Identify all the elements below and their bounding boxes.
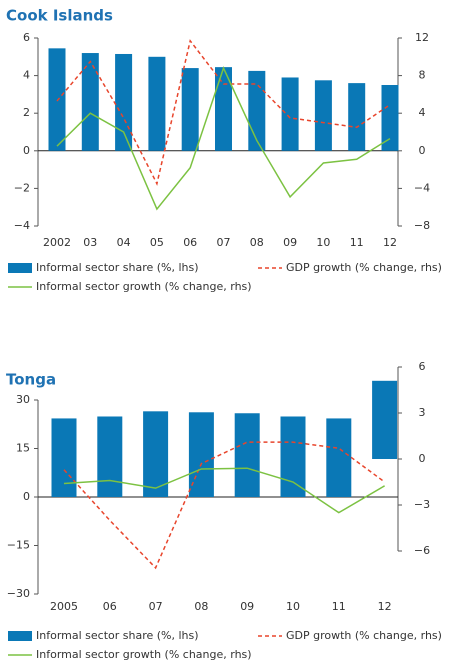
- x-tick-label: 12: [383, 236, 397, 249]
- x-tick-label: 07: [217, 236, 231, 249]
- bar: [281, 77, 299, 151]
- x-tick-label: 05: [150, 236, 164, 249]
- y2-tick-label: 0: [419, 452, 426, 465]
- y-tick-label: −30: [7, 587, 30, 600]
- y2-tick-label: −6: [414, 544, 430, 557]
- y2-tick-label: −8: [414, 219, 430, 232]
- x-tick-label: 04: [117, 236, 131, 249]
- chart-title: Tonga: [6, 371, 56, 389]
- bar: [372, 380, 398, 459]
- legend-label: Informal sector share (%, lhs): [36, 261, 199, 274]
- bar: [314, 80, 332, 151]
- line-series: [56, 39, 391, 186]
- bar: [280, 416, 306, 497]
- x-tick-label: 10: [286, 600, 300, 613]
- x-tick-label: 12: [378, 600, 392, 613]
- y2-tick-label: −4: [414, 181, 430, 194]
- legend-label: GDP growth (% change, rhs): [286, 261, 442, 274]
- chart-title: Cook Islands: [6, 7, 113, 25]
- y2-tick-label: 3: [419, 406, 426, 419]
- legend-label: Informal sector share (%, lhs): [36, 629, 199, 642]
- y2-tick-label: 8: [419, 69, 426, 82]
- y-tick-label: 4: [23, 69, 30, 82]
- x-tick-label: 06: [103, 600, 117, 613]
- y-tick-label: 6: [23, 31, 30, 44]
- bar: [143, 411, 169, 497]
- bar: [381, 85, 399, 151]
- bar: [148, 56, 166, 151]
- y-tick-label: −15: [7, 539, 30, 552]
- bar: [348, 83, 366, 151]
- bar: [215, 67, 232, 151]
- line-series: [63, 467, 385, 514]
- bar: [81, 53, 99, 151]
- x-tick-label: 2002: [43, 236, 71, 249]
- x-tick-label: 11: [350, 236, 364, 249]
- x-tick-label: 09: [283, 236, 297, 249]
- legend-swatch: [8, 631, 32, 641]
- y-tick-label: −2: [14, 181, 30, 194]
- y2-tick-label: 12: [415, 31, 429, 44]
- x-tick-label: 07: [149, 600, 163, 613]
- legend-label: Informal sector growth (% change, rhs): [36, 280, 252, 293]
- x-tick-label: 03: [83, 236, 97, 249]
- y2-tick-label: 0: [419, 144, 426, 157]
- bar: [51, 418, 77, 497]
- y-tick-label: 15: [16, 442, 30, 455]
- y-tick-label: 2: [23, 106, 30, 119]
- x-tick-label: 10: [316, 236, 330, 249]
- line-series: [63, 441, 386, 570]
- y-tick-label: −4: [14, 219, 30, 232]
- y2-tick-label: 4: [419, 106, 426, 119]
- bar: [326, 418, 352, 497]
- bar: [48, 48, 66, 151]
- legend-swatch: [8, 263, 32, 273]
- x-tick-label: 09: [240, 600, 254, 613]
- x-tick-label: 2005: [50, 600, 78, 613]
- x-tick-label: 08: [250, 236, 264, 249]
- x-tick-label: 11: [332, 600, 346, 613]
- y2-tick-label: −3: [414, 498, 430, 511]
- y-tick-label: 0: [23, 490, 30, 503]
- y-tick-label: 0: [23, 144, 30, 157]
- x-tick-label: 06: [183, 236, 197, 249]
- line-series: [56, 66, 391, 211]
- x-tick-label: 08: [194, 600, 208, 613]
- bar: [181, 68, 199, 151]
- bar: [234, 413, 260, 497]
- y2-tick-label: 6: [419, 360, 426, 373]
- bar: [115, 53, 133, 151]
- legend-label: Informal sector growth (% change, rhs): [36, 648, 252, 661]
- y-tick-label: 30: [16, 393, 30, 406]
- legend-label: GDP growth (% change, rhs): [286, 629, 442, 642]
- bar: [97, 416, 123, 497]
